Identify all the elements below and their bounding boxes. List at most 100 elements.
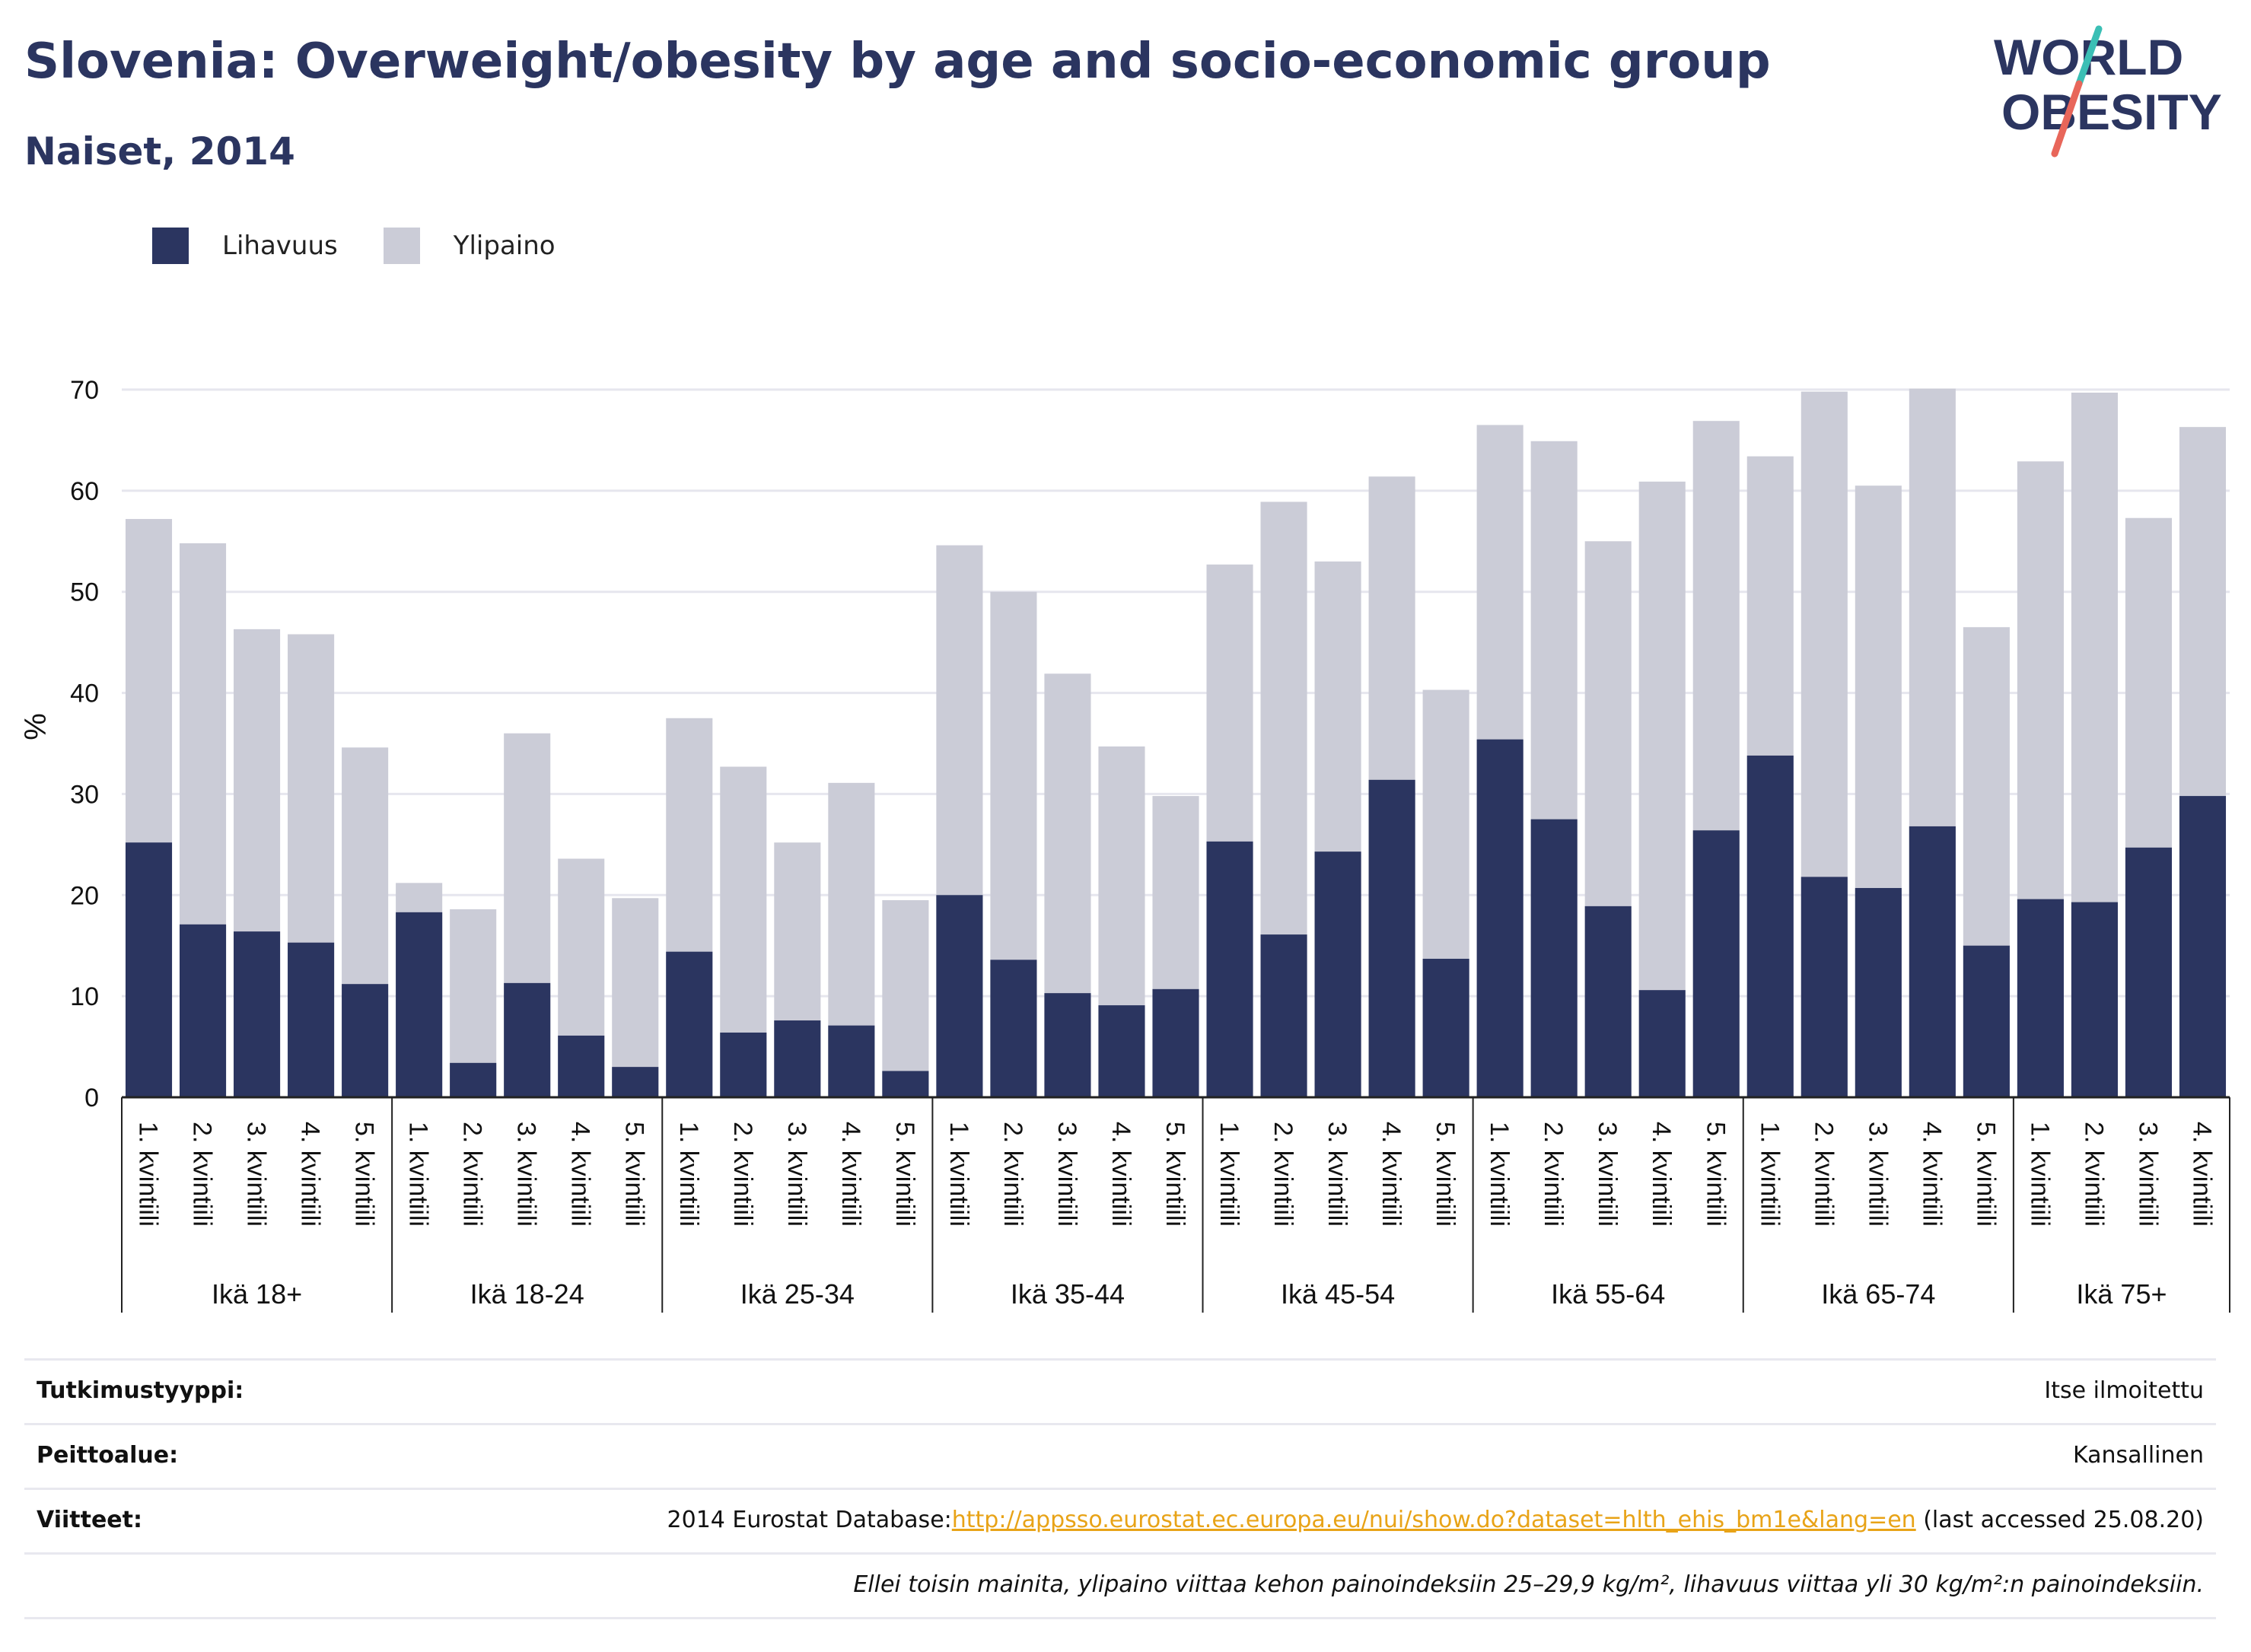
- x-tick-label: 2. kvintiili: [458, 1122, 487, 1227]
- bar-obesity: [612, 1067, 659, 1097]
- legend-swatch-overweight: [383, 228, 420, 264]
- y-tick-label: 50: [70, 578, 99, 607]
- x-tick-label: 3. kvintiili: [2133, 1122, 2162, 1227]
- x-tick-label: 2. kvintiili: [728, 1122, 757, 1227]
- y-tick-label: 30: [70, 780, 99, 809]
- bar-obesity: [1530, 819, 1578, 1097]
- bar-obesity: [1368, 779, 1415, 1097]
- x-tick-label: 4. kvintiili: [1647, 1122, 1676, 1227]
- x-tick-label: 4. kvintiili: [2187, 1122, 2216, 1227]
- group-label: Ikä 35-44: [1011, 1278, 1125, 1310]
- x-tick-label: 3. kvintiili: [1863, 1122, 1892, 1227]
- group-label: Ikä 75+: [2076, 1278, 2167, 1310]
- info-row-references: Viitteet: 2014 Eurostat Database:http://…: [24, 1488, 2216, 1552]
- logo-line-2: OBESITY: [2001, 84, 2222, 140]
- bar-obesity: [990, 960, 1037, 1097]
- x-tick-label: 5. kvintiili: [1431, 1122, 1460, 1227]
- x-tick-label: 2. kvintiili: [1539, 1122, 1568, 1227]
- bar-obesity: [1746, 755, 1794, 1097]
- x-tick-label: 4. kvintiili: [1917, 1122, 1946, 1227]
- bar-obesity: [1314, 851, 1361, 1097]
- bar-obesity: [1152, 988, 1199, 1097]
- x-tick-label: 3. kvintiili: [1052, 1122, 1081, 1227]
- bar-obesity: [1692, 830, 1740, 1097]
- bar-obesity: [1098, 1005, 1145, 1097]
- group-label: Ikä 18+: [212, 1278, 302, 1310]
- bar-obesity: [396, 912, 443, 1097]
- bar-obesity: [1638, 990, 1686, 1097]
- bar-obesity: [828, 1025, 875, 1097]
- world-obesity-logo: WORLD OBESITY: [1994, 25, 2222, 158]
- x-tick-label: 5. kvintiili: [1701, 1122, 1730, 1227]
- x-tick-label: 1. kvintiili: [1485, 1122, 1514, 1227]
- group-label: Ikä 45-54: [1281, 1278, 1395, 1310]
- references-label: Viitteet:: [37, 1507, 142, 1533]
- x-tick-label: 2. kvintiili: [2079, 1122, 2108, 1227]
- bar-obesity: [450, 1062, 497, 1097]
- legend-item-overweight[interactable]: Ylipaino: [383, 228, 556, 264]
- study-type-value: Itse ilmoitettu: [2044, 1377, 2204, 1404]
- study-type-label: Tutkimustyyppi:: [37, 1377, 244, 1404]
- x-tick-label: 4. kvintiili: [566, 1122, 595, 1227]
- x-tick-label: 3. kvintiili: [782, 1122, 811, 1227]
- y-tick-label: 0: [84, 1084, 99, 1112]
- x-tick-label: 5. kvintiili: [1161, 1122, 1189, 1227]
- bar-obesity: [1909, 826, 1956, 1097]
- info-row-coverage: Peittoalue: Kansallinen: [24, 1423, 2216, 1488]
- x-tick-label: 1. kvintiili: [674, 1122, 703, 1227]
- bar-obesity: [1855, 887, 1902, 1097]
- bar-obesity: [1963, 945, 2010, 1097]
- bar-obesity: [882, 1071, 929, 1097]
- bar-obesity: [1206, 841, 1253, 1097]
- bar-chart: 0 10 20 30 40 50 60 70% 1. kvintiili 2. kvintiili…: [19, 376, 2230, 1313]
- legend-item-obesity[interactable]: Lihavuus: [152, 228, 338, 264]
- x-tick-label: 3. kvintiili: [512, 1122, 541, 1227]
- bar-obesity: [2017, 899, 2064, 1097]
- group-label: Ikä 25-34: [740, 1278, 855, 1310]
- bar-obesity: [504, 982, 551, 1097]
- bar-obesity: [1422, 958, 1469, 1097]
- info-row-note: Ellei toisin mainita, ylipaino viittaa k…: [24, 1552, 2216, 1619]
- bar-obesity: [720, 1032, 767, 1097]
- references-value: 2014 Eurostat Database:http://appsso.eur…: [667, 1507, 2204, 1533]
- bar-obesity: [774, 1020, 821, 1097]
- y-axis-label: %: [19, 713, 53, 740]
- x-tick-label: 4. kvintiili: [1377, 1122, 1406, 1227]
- bar-obesity: [125, 842, 173, 1097]
- x-tick-label: 3. kvintiili: [1323, 1122, 1352, 1227]
- x-tick-label: 2. kvintiili: [1269, 1122, 1297, 1227]
- x-tick-label: 4. kvintiili: [836, 1122, 865, 1227]
- bar-obesity: [1260, 934, 1307, 1097]
- info-row-study-type: Tutkimustyyppi: Itse ilmoitettu: [24, 1358, 2216, 1423]
- x-tick-label: 1. kvintiili: [2025, 1122, 2054, 1227]
- bar-obesity: [2125, 847, 2173, 1097]
- chart-title: Slovenia: Overweight/obesity by age and …: [24, 33, 1771, 90]
- x-tick-label: 5. kvintiili: [1971, 1122, 2000, 1227]
- x-tick-label: 5. kvintiili: [890, 1122, 919, 1227]
- x-tick-label: 5. kvintiili: [350, 1122, 379, 1227]
- coverage-value: Kansallinen: [2072, 1442, 2204, 1469]
- x-tick-label: 1. kvintiili: [1215, 1122, 1243, 1227]
- x-tick-label: 2. kvintiili: [1809, 1122, 1838, 1227]
- bar-obesity: [342, 984, 389, 1097]
- bar-obesity: [179, 924, 227, 1097]
- y-tick-label: 60: [70, 477, 99, 506]
- bar-obesity: [2179, 796, 2227, 1097]
- logo-slash-coral: [2051, 80, 2083, 158]
- bar-obesity: [2071, 902, 2118, 1097]
- x-tick-label: 1. kvintiili: [944, 1122, 973, 1227]
- legend-label-obesity: Lihavuus: [222, 231, 338, 261]
- bar-obesity: [666, 951, 713, 1097]
- coverage-label: Peittoalue:: [37, 1442, 179, 1469]
- y-tick-label: 40: [70, 680, 99, 708]
- logo-slash-teal: [2075, 25, 2103, 88]
- info-table: Tutkimustyyppi: Itse ilmoitettu Peittoal…: [24, 1358, 2216, 1619]
- y-tick-label: 70: [70, 376, 99, 405]
- references-link[interactable]: http://appsso.eurostat.ec.europa.eu/nui/…: [951, 1507, 1916, 1533]
- legend-label-overweight: Ylipaino: [453, 231, 556, 261]
- legend-swatch-obesity: [152, 228, 189, 264]
- x-tick-label: 1. kvintiili: [404, 1122, 433, 1227]
- bar-obesity: [1584, 906, 1632, 1097]
- bar-overweight: [882, 899, 929, 1097]
- x-tick-label: 3. kvintiili: [1593, 1122, 1622, 1227]
